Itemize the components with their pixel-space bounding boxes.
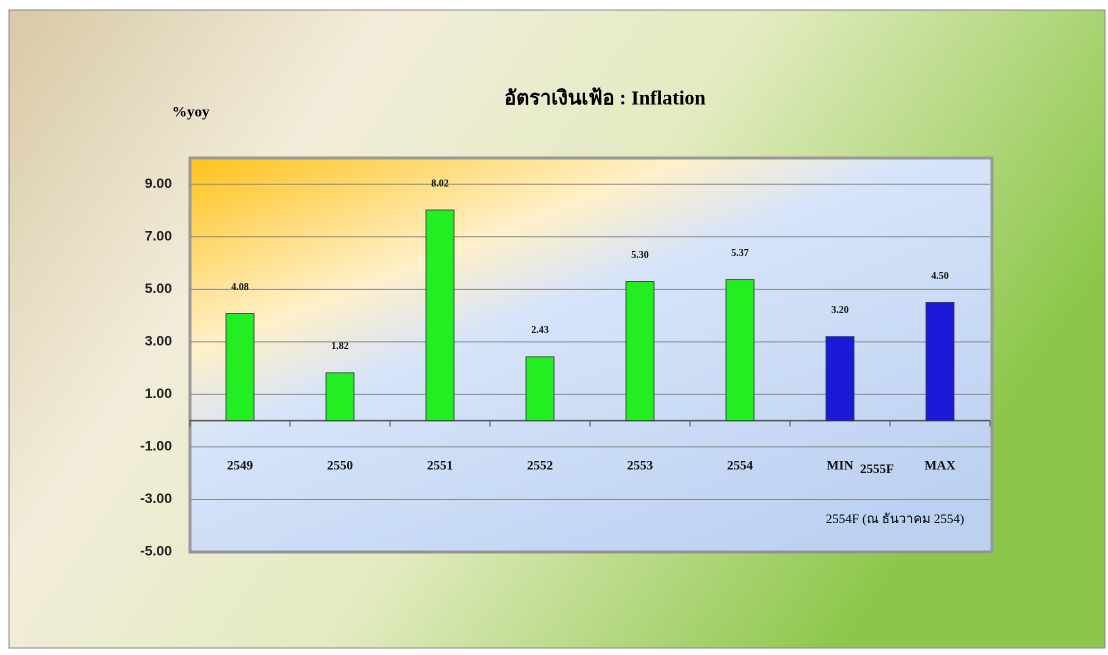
bar: [625, 281, 655, 422]
value-label: 3.20: [831, 305, 849, 316]
value-label: 2.43: [531, 325, 549, 336]
x-tick-label: 2553: [627, 458, 654, 473]
y-tick-label: 9.00: [145, 175, 172, 191]
value-label: 5.30: [631, 250, 649, 261]
y-tick-label: 3.00: [145, 333, 172, 349]
bar: [525, 356, 555, 422]
x-tick-label: MAX: [924, 458, 956, 473]
x-tick-label: 2550: [327, 458, 353, 473]
group-label: 2555F: [860, 461, 894, 476]
y-tick-label: -1.00: [140, 438, 172, 454]
x-tick-label: 2549: [227, 458, 254, 473]
x-tick-label: 2551: [427, 458, 453, 473]
y-tick-label: 1.00: [145, 385, 172, 401]
value-label: 1.82: [331, 341, 349, 352]
value-label: 5.37: [731, 248, 749, 259]
value-label: 8.02: [431, 178, 449, 189]
plot-area: [188, 156, 994, 554]
x-tick-label: 2552: [527, 458, 553, 473]
bar: [325, 372, 355, 422]
value-label: 4.50: [931, 271, 949, 282]
y-tick-label: -5.00: [140, 543, 172, 559]
y-tick-label: 5.00: [145, 280, 172, 296]
bar: [925, 302, 955, 422]
note: 2554F (ณ ธันวาคม 2554): [826, 511, 964, 526]
x-tick-label: 2554: [727, 458, 754, 473]
value-label: 4.08: [231, 282, 249, 293]
bar: [725, 279, 755, 422]
bar: [425, 209, 455, 422]
y-tick-label: 7.00: [145, 228, 172, 244]
chart-title: อัตราเงินเฟ้อ : Inflation: [504, 87, 705, 110]
x-tick-label: MIN: [827, 458, 854, 473]
y-tick-label: -3.00: [140, 490, 172, 506]
bar: [225, 313, 255, 422]
y-axis-label: %yoy: [172, 104, 210, 120]
bar: [825, 336, 855, 422]
